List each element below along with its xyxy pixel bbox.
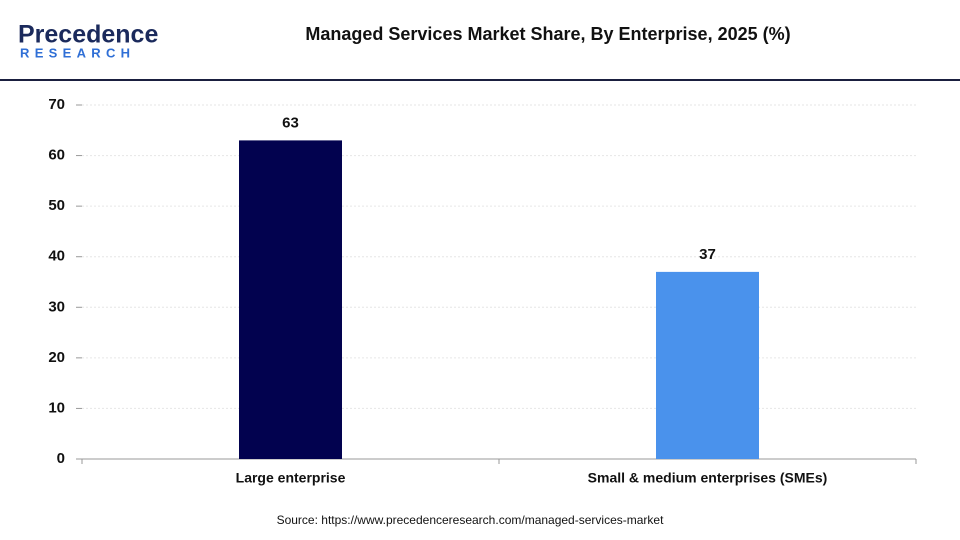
y-tick-label: 60 <box>48 147 65 164</box>
y-tick-label: 70 <box>48 96 65 113</box>
x-tick-label: Small & medium enterprises (SMEs) <box>588 470 828 486</box>
bar <box>239 140 342 459</box>
y-tick-label: 30 <box>48 298 65 315</box>
y-tick-label: 0 <box>57 450 65 467</box>
chart-title: Managed Services Market Share, By Enterp… <box>305 24 790 44</box>
y-tick-label: 50 <box>48 197 65 214</box>
y-tick-label: 10 <box>48 399 65 416</box>
logo-tagline: RESEARCH <box>20 45 135 60</box>
data-label: 63 <box>282 114 299 131</box>
x-tick-label: Large enterprise <box>236 470 346 486</box>
y-tick-label: 20 <box>48 349 65 366</box>
source: Source: https://www.precedenceresearch.c… <box>277 513 664 527</box>
bar <box>656 271 759 459</box>
y-tick-label: 40 <box>48 248 65 265</box>
logo-name: Precedence <box>18 21 158 49</box>
data-label: 37 <box>699 246 716 263</box>
